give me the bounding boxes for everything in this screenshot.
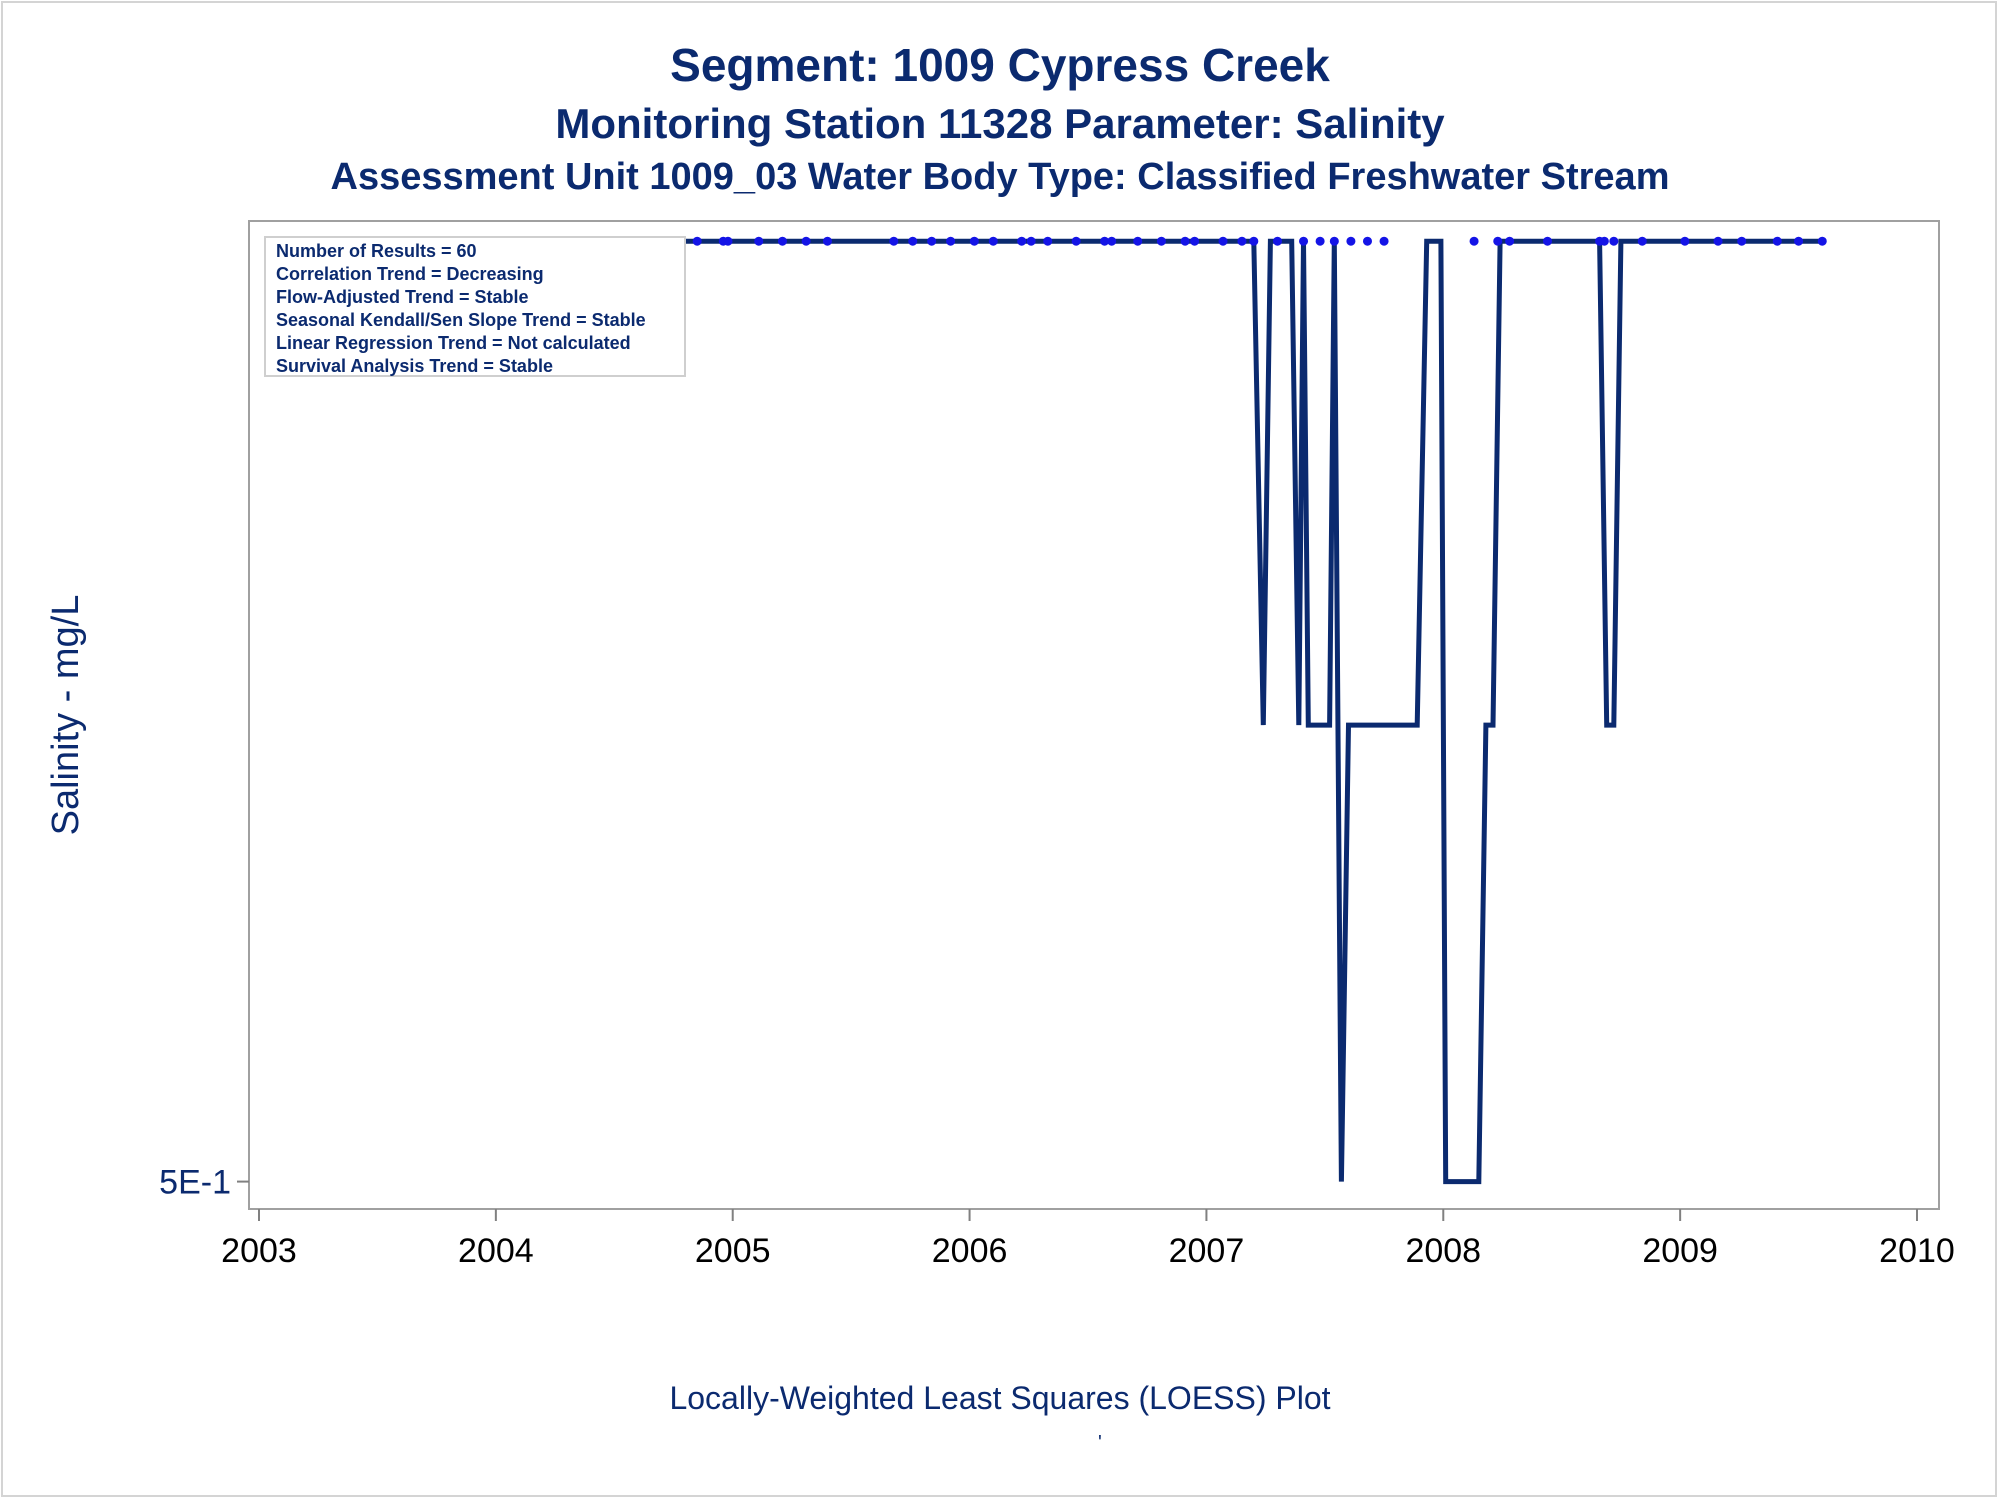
y-axis-label: Salinity - mg/L [45,595,87,836]
chart-subtitle-station: Monitoring Station 11328 Parameter: Sali… [555,100,1445,147]
data-point [988,236,998,246]
data-point [1469,236,1479,246]
stat-linear-regression-trend: Linear Regression Trend = Not calculated [276,333,631,353]
data-point [927,236,937,246]
chart-subtitle-assessment: Assessment Unit 1009_03 Water Body Type:… [330,156,1670,198]
data-point [1315,236,1325,246]
data-point [1329,236,1339,246]
data-point [754,236,764,246]
data-point [1156,236,1166,246]
plot-area-frame [248,220,1940,1210]
data-point [889,236,899,246]
x-tick-label: 2010 [1879,1232,1955,1270]
loess-trend-line [415,238,1823,1185]
x-tick-label: 2005 [695,1232,771,1270]
data-point [1299,236,1309,246]
data-point [1637,236,1647,246]
x-tick-label: 2008 [1405,1232,1481,1270]
data-point [1017,236,1027,246]
data-point [1026,236,1036,246]
data-point [1505,236,1515,246]
data-point [1272,236,1282,246]
data-point [692,236,702,246]
x-tick-label: 2004 [458,1232,534,1270]
data-point [946,236,956,246]
x-tick-label: 2007 [1169,1232,1245,1270]
data-point [1362,236,1372,246]
data-point [1107,236,1117,246]
data-point [1772,236,1782,246]
data-point [1794,236,1804,246]
data-point [1071,236,1081,246]
chart-title: Segment: 1009 Cypress Creek [670,39,1330,91]
data-point [1493,236,1503,246]
data-point [1249,236,1259,246]
stat-number-of-results: Number of Results = 60 [276,241,477,261]
data-point [1713,236,1723,246]
y-tick-label: 5E-1 [159,1164,231,1202]
stat-survival-analysis-trend: Survival Analysis Trend = Stable [276,356,553,376]
data-point [1133,236,1143,246]
data-point [1180,236,1190,246]
footnote-mark: ' [1098,1432,1102,1454]
data-point [1817,236,1827,246]
data-point [777,236,787,246]
data-point [1543,236,1553,246]
data-point [1237,236,1247,246]
stat-flow-adjusted-trend: Flow-Adjusted Trend = Stable [276,287,529,307]
x-tick-label: 2009 [1642,1232,1718,1270]
data-point [1379,236,1389,246]
data-point [1737,236,1747,246]
stat-correlation-trend: Correlation Trend = Decreasing [276,264,544,284]
x-tick-label: 2006 [932,1232,1008,1270]
x-tick-label: 2003 [221,1232,297,1270]
data-point [1100,236,1110,246]
stat-seasonal-kendall-trend: Seasonal Kendall/Sen Slope Trend = Stabl… [276,310,646,330]
plot-footnote: Locally-Weighted Least Squares (LOESS) P… [669,1380,1331,1416]
data-point [1346,236,1356,246]
data-point [969,236,979,246]
data-point [801,236,811,246]
trend-summary-box: Number of Results = 60 Correlation Trend… [264,236,686,377]
data-point [1680,236,1690,246]
data-point [1043,236,1053,246]
data-point [822,236,832,246]
data-point [1218,236,1228,246]
data-point [723,236,733,246]
data-point [908,236,918,246]
data-point [1609,236,1619,246]
data-point [1190,236,1200,246]
data-point [1599,236,1609,246]
